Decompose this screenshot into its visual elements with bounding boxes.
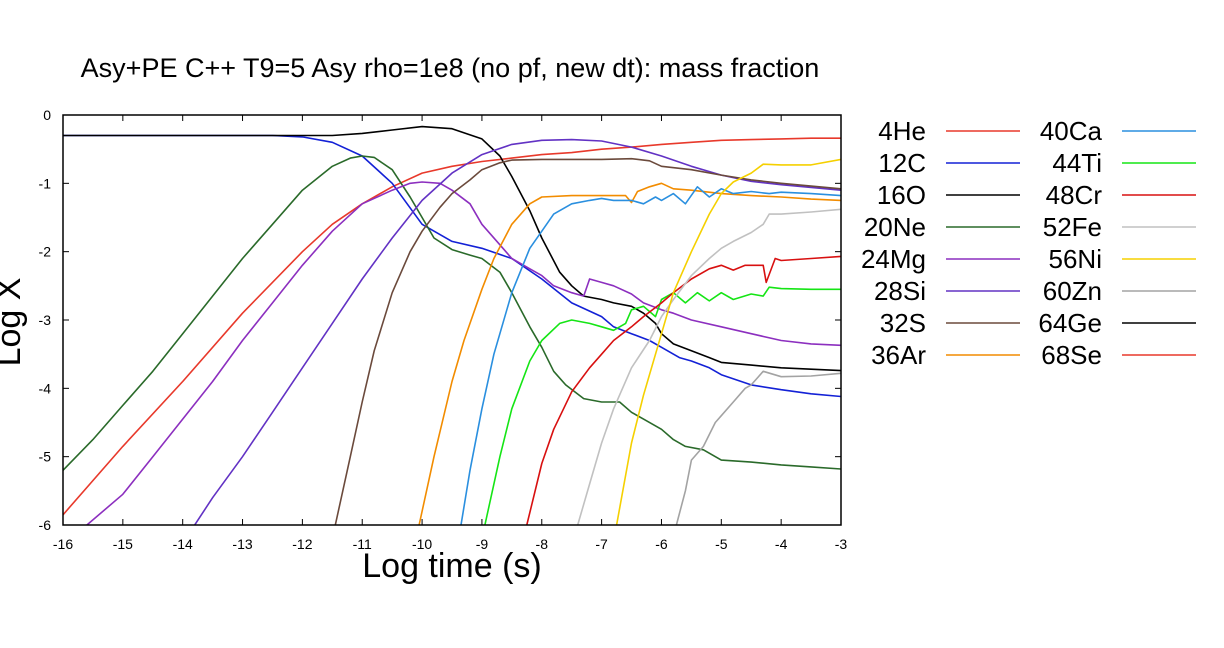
x-tick-label: -10 [412, 536, 432, 552]
y-tick-label: -5 [39, 449, 52, 465]
legend-label: 48Cr [1046, 180, 1103, 210]
legend-label: 60Zn [1043, 276, 1102, 306]
y-axis-ticks: 0 -1 -2 -3 -4 -5 -6 [39, 107, 841, 533]
x-tick-label: -11 [353, 536, 372, 552]
x-tick-label: -16 [53, 536, 73, 552]
legend-label: 44Ti [1052, 148, 1102, 178]
series-line-48cr [526, 255, 841, 525]
x-tick-label: -12 [292, 536, 312, 552]
y-tick-label: -3 [39, 312, 52, 328]
series-line-16o [63, 125, 841, 372]
x-tick-label: -7 [595, 536, 608, 552]
series-line-36ar [418, 182, 841, 525]
y-tick-label: 0 [43, 107, 51, 123]
y-axis-label: Log X [0, 278, 28, 367]
chart-title: Asy+PE C++ T9=5 Asy rho=1e8 (no pf, new … [81, 53, 820, 83]
y-tick-label: -1 [39, 175, 52, 191]
series-line-24mg [86, 181, 841, 525]
x-tick-label: -4 [775, 536, 788, 552]
legend-label: 16O [877, 180, 926, 210]
series-line-12c [63, 134, 841, 398]
x-axis-label: Log time (s) [362, 547, 542, 585]
x-axis-ticks: -16 -15 -14 -13 -12 -11 -10 -9 -8 -7 -6 -5 -4 -3 [53, 115, 848, 552]
series-line-40ca [460, 186, 841, 525]
x-tick-label: -15 [113, 536, 133, 552]
y-tick-label: -2 [39, 244, 52, 260]
legend-label: 24Mg [861, 244, 926, 274]
legend-label: 20Ne [864, 212, 926, 242]
legend-label: 4He [878, 116, 926, 146]
legend-label: 56Ni [1049, 244, 1102, 274]
legend-label: 32S [880, 308, 926, 338]
plot-area: -16 -15 -14 -13 -12 -11 -10 -9 -8 -7 -6 -5 -4 -3 0-1-… [39, 107, 848, 552]
legend-label: 12C [878, 148, 926, 178]
legend-label: 40Ca [1040, 116, 1103, 146]
x-tick-label: -5 [715, 536, 728, 552]
x-tick-label: -14 [173, 536, 193, 552]
x-tick-label: -9 [476, 536, 489, 552]
x-tick-label: -8 [536, 536, 549, 552]
legend-label: 36Ar [871, 340, 926, 370]
series-line-56ni [615, 158, 841, 525]
legend-label: 68Se [1041, 340, 1102, 370]
series-layer [63, 125, 841, 525]
series-line-44ti [484, 286, 841, 525]
series-line-52fe [576, 208, 841, 525]
legend-label: 28Si [874, 276, 926, 306]
legend-label: 52Fe [1043, 212, 1102, 242]
series-line-32s [334, 157, 841, 525]
x-tick-label: -13 [232, 536, 252, 552]
legend-label: 64Ge [1038, 308, 1102, 338]
x-tick-label: -6 [655, 536, 668, 552]
y-tick-label: -4 [39, 380, 52, 396]
x-tick-label: -3 [835, 536, 848, 552]
series-line-4he [63, 137, 841, 516]
y-tick-label: -6 [39, 517, 52, 533]
series-line-60zn [675, 370, 841, 525]
